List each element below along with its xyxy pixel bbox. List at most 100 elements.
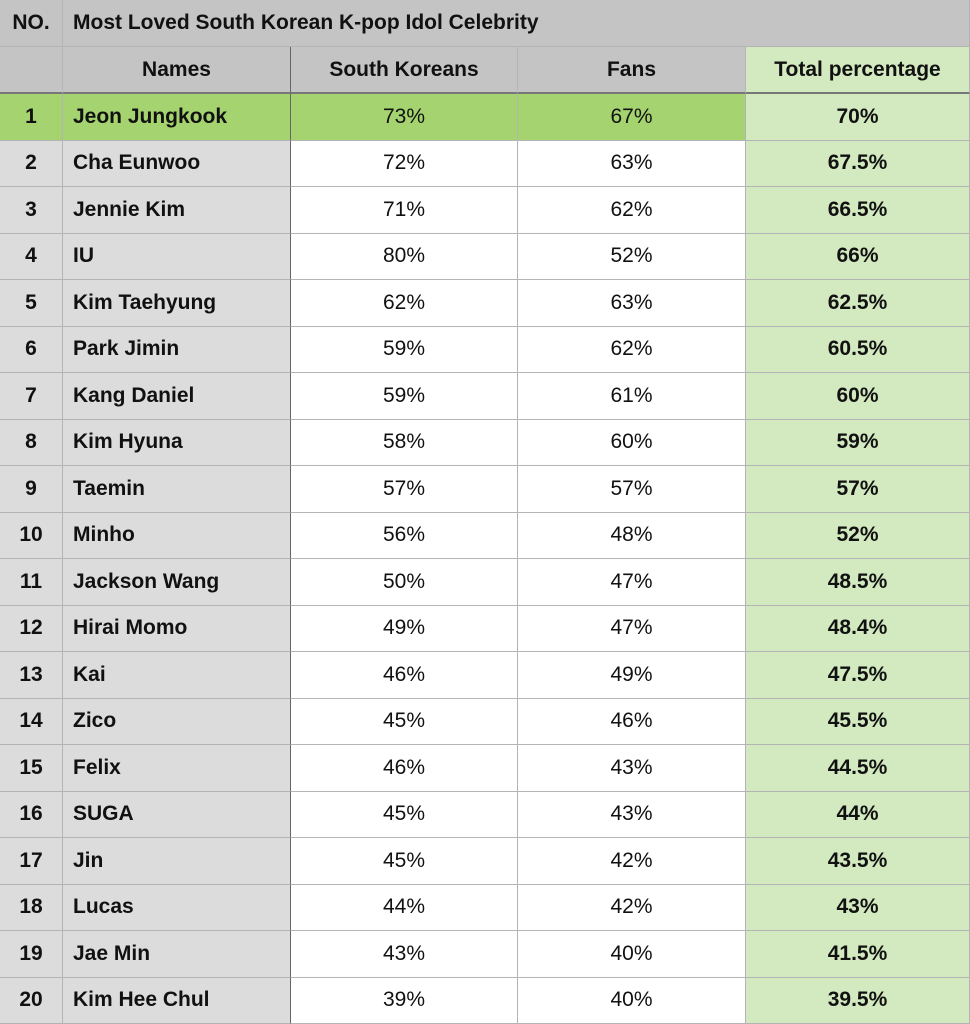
fans-cell: 43% xyxy=(518,745,746,792)
fans-cell: 48% xyxy=(518,512,746,559)
south-koreans-cell: 62% xyxy=(291,280,518,327)
name-cell: IU xyxy=(63,233,291,280)
name-cell: Kai xyxy=(63,652,291,699)
rank-cell: 14 xyxy=(0,698,63,745)
fans-cell: 40% xyxy=(518,931,746,978)
name-cell: Jennie Kim xyxy=(63,187,291,234)
fans-cell: 62% xyxy=(518,187,746,234)
column-header-names: Names xyxy=(63,47,291,94)
total-cell: 44% xyxy=(746,791,970,838)
name-cell: Kim Hyuna xyxy=(63,419,291,466)
total-cell: 70% xyxy=(746,94,970,141)
rank-cell: 2 xyxy=(0,140,63,187)
south-koreans-cell: 45% xyxy=(291,698,518,745)
rank-cell: 13 xyxy=(0,652,63,699)
fans-cell: 42% xyxy=(518,884,746,931)
rank-cell: 1 xyxy=(0,94,63,141)
total-cell: 44.5% xyxy=(746,745,970,792)
column-header-total: Total percentage xyxy=(746,47,970,94)
fans-cell: 47% xyxy=(518,605,746,652)
fans-cell: 52% xyxy=(518,233,746,280)
total-cell: 66.5% xyxy=(746,187,970,234)
total-cell: 67.5% xyxy=(746,140,970,187)
name-cell: Jae Min xyxy=(63,931,291,978)
fans-cell: 63% xyxy=(518,140,746,187)
name-cell: Park Jimin xyxy=(63,326,291,373)
no-header: NO. xyxy=(0,0,63,47)
south-koreans-cell: 49% xyxy=(291,605,518,652)
south-koreans-cell: 56% xyxy=(291,512,518,559)
name-cell: Felix xyxy=(63,745,291,792)
south-koreans-cell: 57% xyxy=(291,466,518,513)
fans-cell: 40% xyxy=(518,977,746,1024)
total-cell: 60% xyxy=(746,373,970,420)
total-cell: 41.5% xyxy=(746,931,970,978)
fans-cell: 49% xyxy=(518,652,746,699)
fans-cell: 61% xyxy=(518,373,746,420)
rank-cell: 12 xyxy=(0,605,63,652)
rank-cell: 9 xyxy=(0,466,63,513)
rank-cell: 4 xyxy=(0,233,63,280)
rank-cell: 5 xyxy=(0,280,63,327)
name-cell: Jin xyxy=(63,838,291,885)
fans-cell: 47% xyxy=(518,559,746,606)
south-koreans-cell: 46% xyxy=(291,745,518,792)
total-cell: 43% xyxy=(746,884,970,931)
rank-cell: 20 xyxy=(0,977,63,1024)
rank-cell: 11 xyxy=(0,559,63,606)
column-header-south-koreans: South Koreans xyxy=(291,47,518,94)
rank-cell: 17 xyxy=(0,838,63,885)
fans-cell: 46% xyxy=(518,698,746,745)
rank-cell: 7 xyxy=(0,373,63,420)
south-koreans-cell: 39% xyxy=(291,977,518,1024)
fans-cell: 67% xyxy=(518,94,746,141)
name-cell: Lucas xyxy=(63,884,291,931)
total-cell: 48.5% xyxy=(746,559,970,606)
rank-cell: 18 xyxy=(0,884,63,931)
fans-cell: 42% xyxy=(518,838,746,885)
total-cell: 62.5% xyxy=(746,280,970,327)
south-koreans-cell: 72% xyxy=(291,140,518,187)
south-koreans-cell: 73% xyxy=(291,94,518,141)
south-koreans-cell: 44% xyxy=(291,884,518,931)
south-koreans-cell: 43% xyxy=(291,931,518,978)
name-cell: Jeon Jungkook xyxy=(63,94,291,141)
name-cell: Cha Eunwoo xyxy=(63,140,291,187)
rank-cell: 16 xyxy=(0,791,63,838)
rank-cell: 3 xyxy=(0,187,63,234)
name-cell: Kang Daniel xyxy=(63,373,291,420)
fans-cell: 43% xyxy=(518,791,746,838)
total-cell: 60.5% xyxy=(746,326,970,373)
total-cell: 45.5% xyxy=(746,698,970,745)
name-cell: SUGA xyxy=(63,791,291,838)
total-cell: 43.5% xyxy=(746,838,970,885)
name-cell: Zico xyxy=(63,698,291,745)
south-koreans-cell: 46% xyxy=(291,652,518,699)
south-koreans-cell: 45% xyxy=(291,791,518,838)
rank-cell: 6 xyxy=(0,326,63,373)
total-cell: 39.5% xyxy=(746,977,970,1024)
name-cell: Minho xyxy=(63,512,291,559)
south-koreans-cell: 71% xyxy=(291,187,518,234)
total-cell: 48.4% xyxy=(746,605,970,652)
total-cell: 57% xyxy=(746,466,970,513)
column-header-fans: Fans xyxy=(518,47,746,94)
name-cell: Jackson Wang xyxy=(63,559,291,606)
total-cell: 59% xyxy=(746,419,970,466)
south-koreans-cell: 50% xyxy=(291,559,518,606)
fans-cell: 63% xyxy=(518,280,746,327)
name-cell: Kim Hee Chul xyxy=(63,977,291,1024)
name-cell: Taemin xyxy=(63,466,291,513)
fans-cell: 62% xyxy=(518,326,746,373)
name-cell: Kim Taehyung xyxy=(63,280,291,327)
south-koreans-cell: 45% xyxy=(291,838,518,885)
south-koreans-cell: 80% xyxy=(291,233,518,280)
rank-cell: 19 xyxy=(0,931,63,978)
name-cell: Hirai Momo xyxy=(63,605,291,652)
table-title: Most Loved South Korean K-pop Idol Celeb… xyxy=(63,0,970,47)
rank-cell: 15 xyxy=(0,745,63,792)
total-cell: 52% xyxy=(746,512,970,559)
fans-cell: 57% xyxy=(518,466,746,513)
south-koreans-cell: 59% xyxy=(291,326,518,373)
